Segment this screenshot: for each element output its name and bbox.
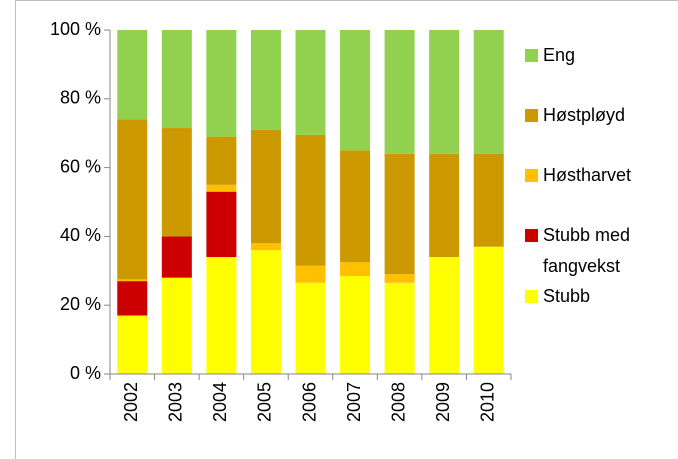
bar-segment: [295, 134, 326, 266]
bar-segment: [250, 129, 281, 244]
bar-segment: [295, 265, 326, 283]
bar-segment: [340, 30, 371, 151]
bar-segment: [384, 30, 415, 154]
bar-segment: [340, 275, 371, 374]
x-tick-label: 2006: [299, 382, 319, 422]
bar-segment: [429, 153, 460, 258]
y-tick-label: 40 %: [60, 225, 101, 245]
bar-segment: [473, 153, 504, 247]
bar-segment: [429, 257, 460, 374]
bar-segment: [384, 153, 415, 275]
bar-segment: [429, 30, 460, 154]
x-tick-label: 2008: [388, 382, 408, 422]
legend-swatch: [525, 48, 538, 62]
bar-segment: [161, 128, 192, 237]
y-tick-label: 100 %: [50, 19, 101, 39]
bar-segment: [384, 282, 415, 374]
bar-segment: [250, 243, 281, 251]
legend-swatch: [525, 169, 538, 183]
legend-label: Høstharvet: [543, 165, 632, 186]
bar-segment: [295, 282, 326, 374]
x-tick-label: 2010: [477, 382, 497, 422]
bar-segment: [473, 246, 504, 374]
x-tick-label: 2003: [166, 382, 186, 422]
legend-label: Eng: [543, 44, 576, 65]
bar-segment: [161, 277, 192, 374]
legend-item: Stubb med fangvekst: [525, 220, 668, 282]
bar-segment: [206, 136, 237, 185]
y-tick-label: 20 %: [60, 294, 101, 314]
bar-segment: [206, 257, 237, 374]
legend-item: Stubb: [525, 281, 668, 312]
chart-border: [15, 0, 678, 459]
bar-segment: [117, 30, 148, 120]
x-tick-label: 2007: [344, 382, 364, 422]
legend-swatch: [525, 108, 538, 122]
bar-segment: [295, 30, 326, 135]
legend-item: Høstpløyd: [525, 100, 668, 131]
x-tick-label: 2009: [433, 382, 453, 422]
bar-segment: [117, 119, 148, 280]
bar-segment: [206, 184, 237, 192]
bar-segment: [473, 30, 504, 154]
x-tick-label: 2002: [121, 382, 141, 422]
legend-item: Høstharvet: [525, 160, 668, 191]
bar-segment: [250, 250, 281, 374]
bar-segment: [117, 315, 148, 374]
bar-segment: [340, 150, 371, 263]
bar-segment: [384, 274, 415, 283]
bar-segment: [250, 30, 281, 130]
bar-segment: [206, 30, 237, 137]
bar-segment: [161, 236, 192, 278]
bar-segment: [340, 262, 371, 276]
legend-label: Stubb: [543, 285, 591, 306]
legend-item: Eng: [525, 40, 668, 71]
bar-segment: [206, 191, 237, 258]
x-tick-label: 2004: [210, 382, 230, 422]
y-tick-label: 80 %: [60, 88, 101, 108]
legend-swatch: [525, 229, 538, 243]
bar-segment: [117, 281, 148, 316]
bar-segment: [117, 279, 148, 282]
y-tick-label: 0 %: [70, 363, 101, 383]
legend-label: Høstpløyd: [543, 104, 626, 125]
legend-label: Stubb med fangvekst: [543, 225, 631, 277]
x-tick-label: 2005: [255, 382, 275, 422]
legend-swatch: [525, 289, 538, 303]
bar-segment: [161, 30, 192, 129]
y-tick-label: 60 %: [60, 156, 101, 176]
